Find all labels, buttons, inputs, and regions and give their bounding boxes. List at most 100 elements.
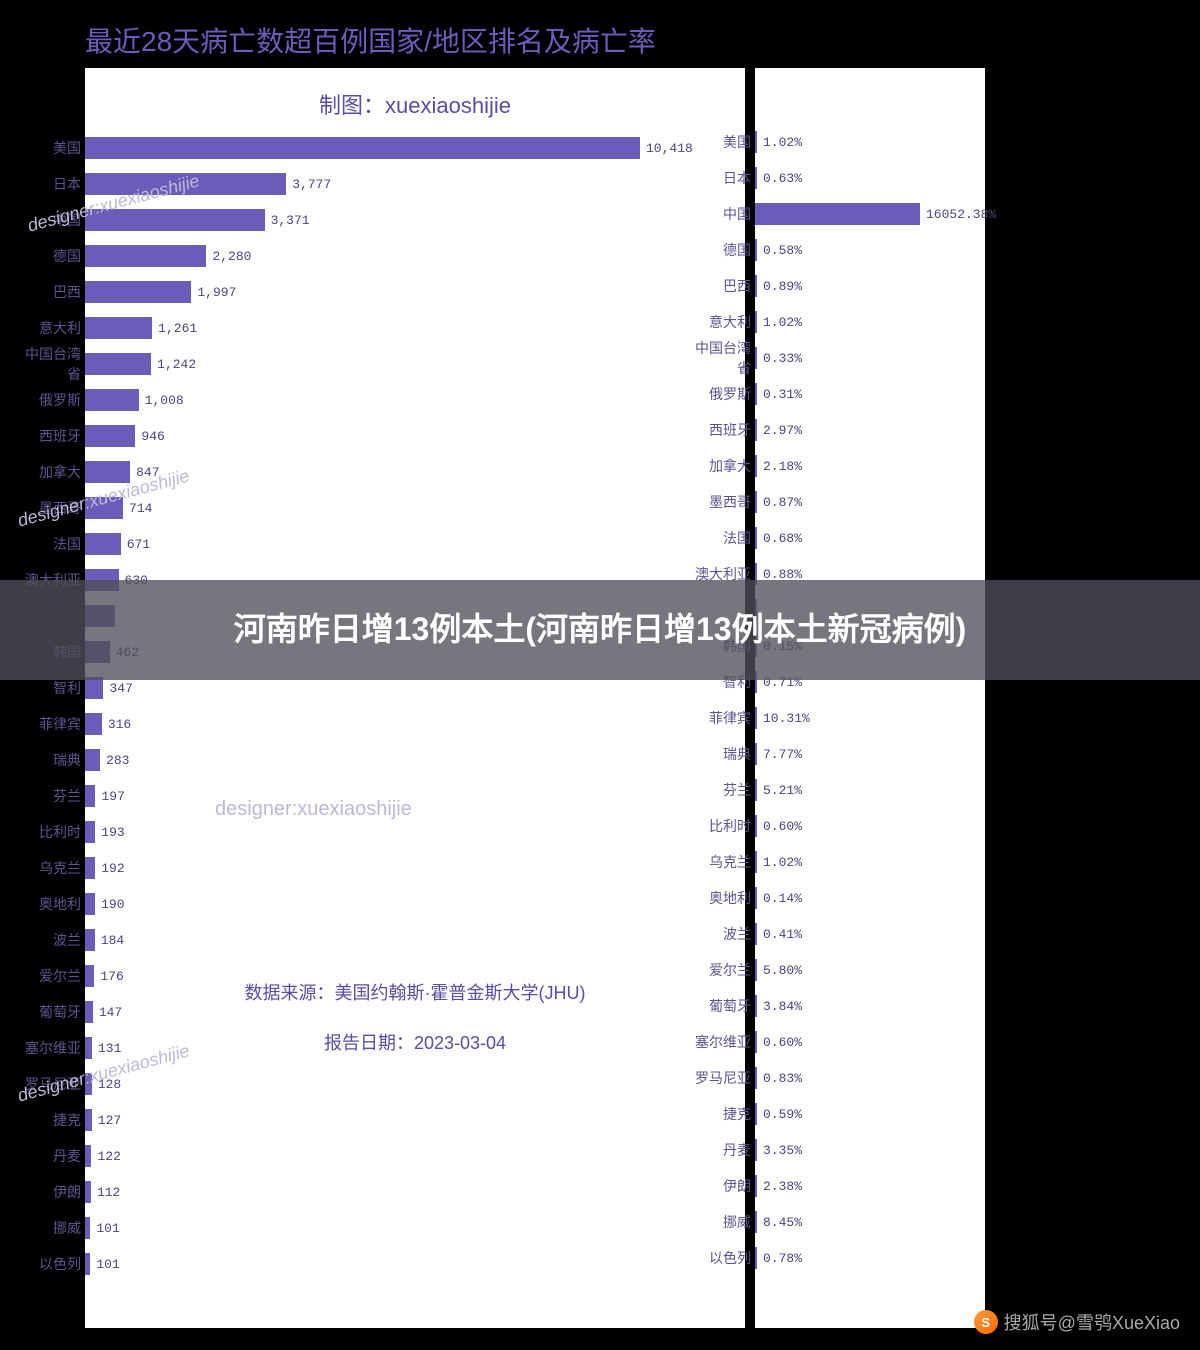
bar-value-label: 197 bbox=[101, 789, 124, 804]
bar-row: 中国台湾省1,242 bbox=[85, 346, 745, 382]
bar-row: 乌克兰192 bbox=[85, 850, 745, 886]
bar bbox=[85, 497, 123, 519]
bar bbox=[755, 1247, 757, 1269]
y-axis-label: 法国 bbox=[683, 528, 755, 548]
bar bbox=[85, 1037, 92, 1059]
bar bbox=[755, 707, 757, 729]
y-axis-label: 菲律宾 bbox=[683, 708, 755, 728]
y-axis-label: 墨西哥 bbox=[13, 498, 85, 518]
bar-wrap: 127 bbox=[85, 1109, 745, 1131]
y-axis-label: 中国台湾省 bbox=[683, 338, 755, 378]
bar bbox=[755, 167, 757, 189]
bar bbox=[85, 461, 130, 483]
bar-wrap: 0.33% bbox=[755, 347, 985, 369]
bar-wrap: 192 bbox=[85, 857, 745, 879]
bar-row: 巴西1,997 bbox=[85, 274, 745, 310]
bar-wrap: 1.02% bbox=[755, 851, 985, 873]
bar-wrap: 0.41% bbox=[755, 923, 985, 945]
bar-row: 芬兰197 bbox=[85, 778, 745, 814]
bar bbox=[85, 821, 95, 843]
bar-wrap: 3,371 bbox=[85, 209, 745, 231]
y-axis-label: 奥地利 bbox=[13, 894, 85, 914]
bar-wrap: 714 bbox=[85, 497, 745, 519]
bar-row: 丹麦122 bbox=[85, 1138, 745, 1174]
y-axis-label: 比利时 bbox=[683, 816, 755, 836]
bar-value-label: 1,008 bbox=[145, 393, 184, 408]
bar bbox=[85, 1217, 90, 1239]
bar-wrap: 0.14% bbox=[755, 887, 985, 909]
bar-value-label: 5.80% bbox=[763, 963, 802, 978]
bar-value-label: 0.63% bbox=[763, 171, 802, 186]
bar-wrap: 5.80% bbox=[755, 959, 985, 981]
bar bbox=[85, 209, 265, 231]
bar bbox=[755, 887, 757, 909]
bar-wrap: 3.35% bbox=[755, 1139, 985, 1161]
bar-row: 意大利1.02% bbox=[755, 304, 985, 340]
bar-wrap: 147 bbox=[85, 1001, 745, 1023]
bar-wrap: 3.84% bbox=[755, 995, 985, 1017]
bar-wrap: 0.83% bbox=[755, 1067, 985, 1089]
y-axis-label: 挪威 bbox=[683, 1212, 755, 1232]
y-axis-label: 中国 bbox=[13, 210, 85, 230]
bar-row: 芬兰5.21% bbox=[755, 772, 985, 808]
y-axis-label: 俄罗斯 bbox=[13, 390, 85, 410]
bar-row: 爱尔兰176 bbox=[85, 958, 745, 994]
y-axis-label: 芬兰 bbox=[683, 780, 755, 800]
bar bbox=[755, 959, 757, 981]
bar-wrap: 0.68% bbox=[755, 527, 985, 549]
y-axis-label: 芬兰 bbox=[13, 786, 85, 806]
bar-wrap: 0.31% bbox=[755, 383, 985, 405]
bar-wrap: 0.59% bbox=[755, 1103, 985, 1125]
bar-value-label: 0.58% bbox=[763, 243, 802, 258]
sohu-icon: S bbox=[974, 1310, 998, 1334]
bar-wrap: 0.60% bbox=[755, 1031, 985, 1053]
bar-row: 墨西哥714 bbox=[85, 490, 745, 526]
bar-wrap: 0.58% bbox=[755, 239, 985, 261]
bar bbox=[755, 779, 757, 801]
bar bbox=[85, 965, 94, 987]
y-axis-label: 捷克 bbox=[13, 1110, 85, 1130]
bar bbox=[755, 347, 757, 369]
bar-row: 罗马尼亚128 bbox=[85, 1066, 745, 1102]
bar-wrap: 671 bbox=[85, 533, 745, 555]
rate-panel: 美国1.02%日本0.63%中国16052.38%德国0.58%巴西0.89%意… bbox=[755, 68, 985, 1328]
y-axis-label: 乌克兰 bbox=[683, 852, 755, 872]
bar-value-label: 112 bbox=[97, 1185, 120, 1200]
overlay-headline-text: 河南昨日增13例本土(河南昨日增13例本土新冠病例) bbox=[234, 609, 967, 651]
bar-value-label: 2.18% bbox=[763, 459, 802, 474]
bar-wrap: 7.77% bbox=[755, 743, 985, 765]
deaths-panel: 制图：xuexiaoshijie 美国10,418日本3,777中国3,371德… bbox=[85, 68, 745, 1328]
bar-row: 中国16052.38% bbox=[755, 196, 985, 232]
bar bbox=[755, 419, 757, 441]
bar-value-label: 193 bbox=[101, 825, 124, 840]
bar-value-label: 192 bbox=[101, 861, 124, 876]
bar bbox=[755, 851, 757, 873]
bar-value-label: 147 bbox=[99, 1005, 122, 1020]
bar bbox=[85, 1073, 92, 1095]
bar bbox=[85, 1253, 90, 1275]
y-axis-label: 俄罗斯 bbox=[683, 384, 755, 404]
bar bbox=[755, 1103, 757, 1125]
overlay-headline-band: 河南昨日增13例本土(河南昨日增13例本土新冠病例) bbox=[0, 580, 1200, 680]
bar bbox=[755, 1175, 757, 1197]
bar-row: 墨西哥0.87% bbox=[755, 484, 985, 520]
bar bbox=[755, 1139, 757, 1161]
bar-row: 俄罗斯1,008 bbox=[85, 382, 745, 418]
bar bbox=[755, 203, 920, 225]
bar-value-label: 184 bbox=[101, 933, 124, 948]
bar-row: 罗马尼亚0.83% bbox=[755, 1060, 985, 1096]
bar-wrap: 2.38% bbox=[755, 1175, 985, 1197]
bar-row: 菲律宾10.31% bbox=[755, 700, 985, 736]
bar bbox=[85, 533, 121, 555]
y-axis-label: 罗马尼亚 bbox=[13, 1074, 85, 1094]
bar-wrap: 190 bbox=[85, 893, 745, 915]
bar-value-label: 283 bbox=[106, 753, 129, 768]
bar bbox=[85, 425, 135, 447]
y-axis-label: 法国 bbox=[13, 534, 85, 554]
bar-value-label: 0.87% bbox=[763, 495, 802, 510]
y-axis-label: 智利 bbox=[13, 678, 85, 698]
bar-wrap: 1,261 bbox=[85, 317, 745, 339]
bar-row: 挪威8.45% bbox=[755, 1204, 985, 1240]
bar bbox=[755, 455, 757, 477]
bar-wrap: 176 bbox=[85, 965, 745, 987]
